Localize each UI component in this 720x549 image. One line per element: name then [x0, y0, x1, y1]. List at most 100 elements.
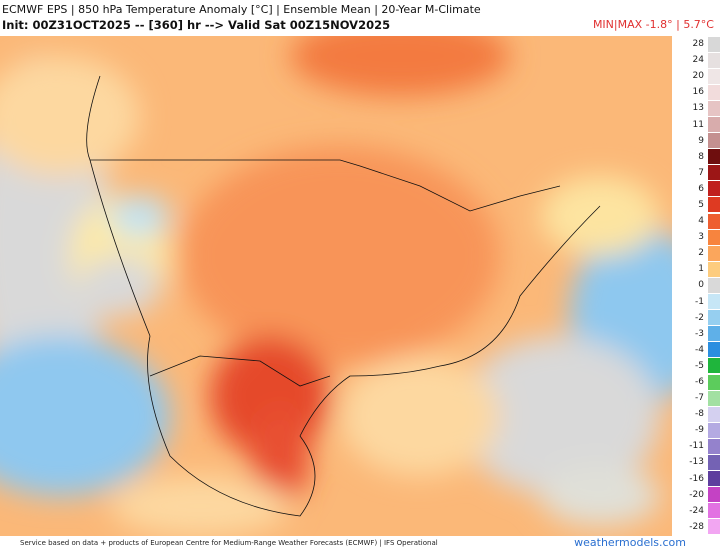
- legend-row: 4: [674, 213, 720, 229]
- legend-row: -13: [674, 454, 720, 470]
- legend-swatch: [708, 181, 720, 197]
- legend-swatch: [708, 197, 720, 213]
- legend-label: 4: [698, 216, 704, 227]
- legend-row: 5: [674, 197, 720, 213]
- footer-credit: Service based on data + products of Euro…: [20, 539, 438, 547]
- legend-row: 8: [674, 149, 720, 165]
- legend-swatch: [708, 100, 720, 116]
- legend-swatch: [708, 503, 720, 519]
- legend-swatch: [708, 471, 720, 487]
- legend-swatch: [708, 422, 720, 438]
- legend-label: 13: [692, 103, 704, 114]
- legend-label: -16: [689, 473, 704, 484]
- color-legend: 28 24 20 16 13 11 9 8 7 6 5 4 3 2 1 0 -1 -2 -3 -4 -5 -6 -7 -8 -9…: [674, 36, 720, 535]
- legend-row: -28: [674, 519, 720, 535]
- site-link[interactable]: weathermodels.com: [574, 536, 686, 549]
- legend-row: -9: [674, 422, 720, 438]
- legend-row: -7: [674, 390, 720, 406]
- legend-row: -6: [674, 374, 720, 390]
- legend-row: 0: [674, 277, 720, 293]
- legend-swatch: [708, 342, 720, 358]
- legend-label: 16: [692, 87, 704, 98]
- legend-swatch: [708, 326, 720, 342]
- legend-label: 0: [698, 280, 704, 291]
- legend-row: -11: [674, 438, 720, 454]
- legend-swatch: [708, 454, 720, 470]
- legend-row: -1: [674, 294, 720, 310]
- legend-label: 7: [698, 167, 704, 178]
- legend-row: 24: [674, 52, 720, 68]
- legend-label: -20: [689, 489, 704, 500]
- legend-label: 11: [692, 119, 704, 130]
- legend-label: -4: [695, 344, 704, 355]
- legend-row: 7: [674, 165, 720, 181]
- legend-row: -2: [674, 310, 720, 326]
- legend-row: 11: [674, 116, 720, 133]
- legend-swatch: [708, 390, 720, 406]
- legend-swatch: [708, 84, 720, 100]
- legend-swatch: [708, 277, 720, 293]
- legend-label: -1: [695, 296, 704, 307]
- legend-row: -24: [674, 503, 720, 519]
- legend-label: 24: [692, 55, 704, 66]
- legend-label: -11: [689, 441, 704, 452]
- legend-row: 6: [674, 181, 720, 197]
- legend-swatch: [708, 68, 720, 84]
- legend-label: 20: [692, 71, 704, 82]
- legend-row: 16: [674, 84, 720, 100]
- legend-row: 20: [674, 68, 720, 84]
- legend-swatch: [708, 213, 720, 229]
- legend-swatch: [708, 149, 720, 165]
- legend-swatch: [708, 52, 720, 68]
- legend-swatch: [708, 36, 720, 52]
- legend-swatch: [708, 487, 720, 503]
- legend-label: 9: [698, 135, 704, 146]
- legend-label: -6: [695, 377, 704, 388]
- legend-row: 1: [674, 261, 720, 277]
- legend-row: 13: [674, 100, 720, 116]
- map: [0, 36, 672, 536]
- title: ECMWF EPS | 850 hPa Temperature Anomaly …: [2, 3, 481, 16]
- legend-swatch: [708, 133, 720, 149]
- legend-row: -8: [674, 406, 720, 422]
- legend-row: -5: [674, 358, 720, 374]
- legend-swatch: [708, 261, 720, 277]
- legend-label: -9: [695, 425, 704, 436]
- legend-swatch: [708, 358, 720, 374]
- legend-row: -3: [674, 326, 720, 342]
- legend-row: 3: [674, 229, 720, 245]
- legend-swatch: [708, 245, 720, 261]
- legend-swatch: [708, 117, 720, 133]
- legend-label: -2: [695, 312, 704, 323]
- legend-label: 2: [698, 248, 704, 259]
- legend-swatch: [708, 406, 720, 422]
- legend-swatch: [708, 165, 720, 181]
- legend-label: 5: [698, 199, 704, 210]
- legend-swatch: [708, 438, 720, 454]
- legend-label: 28: [692, 39, 704, 50]
- legend-label: 3: [698, 232, 704, 243]
- legend-label: 8: [698, 151, 704, 162]
- legend-row: 9: [674, 133, 720, 149]
- legend-swatch: [708, 310, 720, 326]
- min-max: MIN|MAX -1.8° | 5.7°C: [592, 18, 714, 31]
- legend-swatch: [708, 374, 720, 390]
- legend-row: 2: [674, 245, 720, 261]
- legend-swatch: [708, 229, 720, 245]
- legend-row: -20: [674, 487, 720, 503]
- legend-label: -5: [695, 360, 704, 371]
- legend-row: -4: [674, 342, 720, 358]
- legend-label: -7: [695, 393, 704, 404]
- legend-label: -8: [695, 409, 704, 420]
- legend-label: -13: [689, 457, 704, 468]
- legend-label: -24: [689, 505, 704, 516]
- legend-label: 1: [698, 264, 704, 275]
- legend-row: 28: [674, 36, 720, 52]
- subtitle: Init: 00Z31OCT2025 -- [360] hr --> Valid…: [2, 18, 391, 32]
- legend-label: -28: [689, 521, 704, 532]
- legend-label: 6: [698, 183, 704, 194]
- legend-row: -16: [674, 471, 720, 487]
- legend-label: -3: [695, 328, 704, 339]
- legend-swatch: [708, 294, 720, 310]
